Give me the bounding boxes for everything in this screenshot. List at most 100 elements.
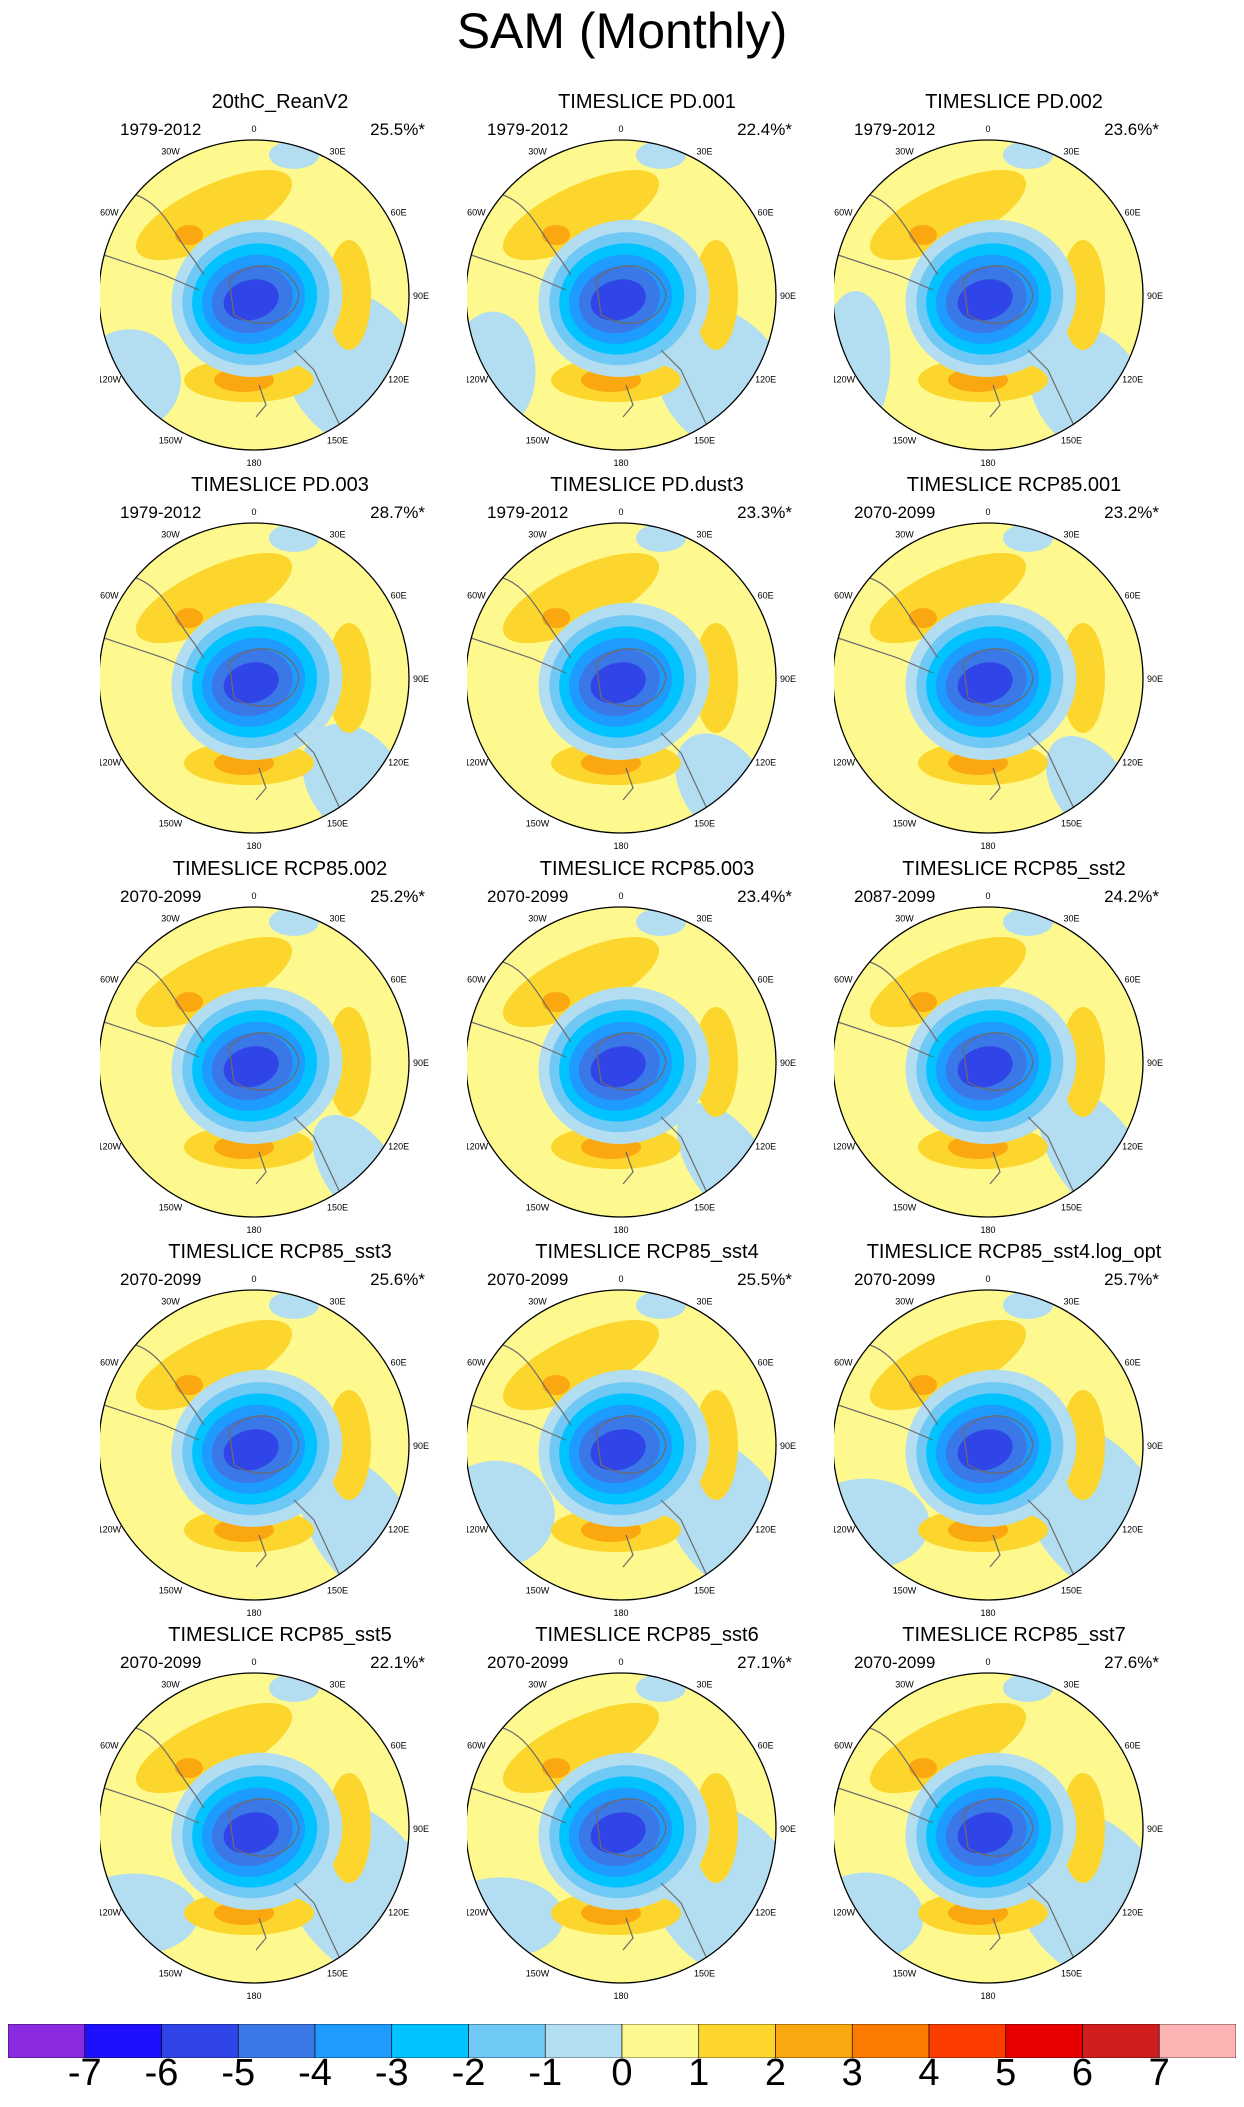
polar-map: 030E60E90E120E150E180150W120W90W60W30W [467, 507, 796, 851]
panel-period: 2070-2099 [854, 503, 936, 522]
longitude-label: 60E [391, 591, 407, 601]
map-panel: TIMESLICE PD.001 1979-2012 22.4%* 0 30E 60E 90… [467, 90, 827, 470]
coastline-south-america [502, 577, 572, 659]
longitude-label: 90E [413, 1824, 429, 1834]
longitude-label: 120E [755, 758, 776, 768]
polar-map: 030E60E90E120E150E180150W120W90W60W30W [834, 1274, 1163, 1618]
longitude-label: 60E [1125, 1741, 1141, 1751]
longitude-label: 180 [246, 1991, 261, 2001]
positive-band [327, 1007, 371, 1117]
longitude-label: 150W [159, 1586, 183, 1596]
panel-title: TIMESLICE PD.003 [191, 474, 369, 496]
positive-core [175, 992, 203, 1012]
map-panel: TIMESLICE PD.002 1979-2012 23.6%* 0 30E 60E 90… [834, 90, 1194, 470]
coastline-peninsula [470, 254, 567, 291]
contour-field [834, 140, 1143, 450]
contour-field [834, 1290, 1143, 1600]
longitude-label: 180 [613, 458, 628, 468]
coastline-new-zealand [989, 384, 1001, 418]
coastline-new-zealand [255, 767, 267, 801]
longitude-label: 180 [980, 1225, 995, 1235]
longitude-label: 150W [159, 819, 183, 829]
coastline-new-zealand [622, 767, 634, 801]
map-boundary-circle [834, 139, 1144, 451]
map-boundary-circle [467, 1289, 777, 1601]
panel-variance: 25.5%* [737, 1270, 792, 1289]
longitude-label: 0 [251, 1274, 256, 1284]
negative-lobe-contour [223, 1812, 279, 1854]
longitude-label: 180 [246, 1225, 261, 1235]
longitude-label: 150E [1061, 1586, 1082, 1596]
coastline-antarctica [962, 648, 1034, 707]
longitude-label: 0 [618, 891, 623, 901]
longitude-label: 30E [696, 529, 712, 539]
colorbar-swatch [1005, 2024, 1083, 2058]
positive-band [694, 1773, 738, 1883]
panel-variance: 25.6%* [370, 1270, 425, 1289]
panel-variance: 25.5%* [370, 120, 425, 139]
longitude-label: 180 [980, 458, 995, 468]
positive-band [869, 1702, 1027, 1794]
longitude-label: 150E [694, 436, 715, 446]
coastline-peninsula [470, 1404, 567, 1441]
longitude-label: 120W [467, 1525, 489, 1535]
colorbar-tick-label: 3 [841, 2052, 863, 2094]
longitude-label: 150E [694, 1969, 715, 1979]
longitude-label: 30E [696, 913, 712, 923]
positive-band [327, 240, 371, 350]
longitude-label: 60E [391, 1741, 407, 1751]
map-panel: TIMESLICE RCP85_sst6 2070-2099 27.1%* 0 30E 6… [467, 1623, 827, 2003]
longitude-label: 60E [391, 975, 407, 985]
positive-band [1061, 1390, 1105, 1500]
panel-period: 1979-2012 [120, 503, 202, 522]
positive-band [694, 1390, 738, 1500]
colorbar [8, 2024, 1236, 2058]
coastline-antarctica [228, 265, 300, 324]
map-panel: TIMESLICE RCP85_sst3 2070-2099 25.6%* 0 30E 6… [100, 1240, 460, 1620]
coastline-antarctica [595, 648, 667, 707]
coastline-south-america [135, 577, 205, 659]
negative-lobe-contour [590, 1812, 646, 1854]
contour-field [467, 523, 776, 833]
longitude-label: 180 [246, 458, 261, 468]
longitude-label: 150E [1061, 819, 1082, 829]
panel-title: TIMESLICE PD.dust3 [550, 474, 744, 496]
positive-band [694, 240, 738, 350]
colorbar-tick-label: -4 [298, 2052, 332, 2094]
longitude-label: 60W [834, 591, 853, 601]
longitude-label: 120E [1122, 1525, 1143, 1535]
polar-map: 030E60E90E120E150E180150W120W90W60W30W [834, 891, 1163, 1235]
longitude-label: 180 [613, 1608, 628, 1618]
coastline-antarctica [595, 1032, 667, 1091]
longitude-label: 30E [1063, 146, 1079, 156]
longitude-label: 0 [985, 124, 990, 134]
positive-band [502, 936, 660, 1028]
coastline-south-america [135, 1727, 205, 1809]
positive-core [909, 608, 937, 628]
positive-core [542, 992, 570, 1012]
panel-variance: 22.1%* [370, 1653, 425, 1672]
panel-title: TIMESLICE RCP85.002 [172, 858, 388, 880]
coastline-new-zealand [622, 1151, 634, 1185]
coastline-antarctica [595, 1798, 667, 1857]
positive-band [135, 1702, 293, 1794]
longitude-label: 90E [780, 291, 796, 301]
coastline-south-america [869, 1344, 939, 1426]
map-boundary-circle [834, 906, 1144, 1218]
polar-map: 030E60E90E120E150E180150W120W90W60W30W [100, 1657, 429, 2001]
coastline-south-america [502, 1344, 572, 1426]
longitude-label: 180 [246, 841, 261, 851]
colorbar-swatch [1158, 2024, 1236, 2058]
panel-period: 2070-2099 [854, 1653, 936, 1672]
colorbar-tick-label: -7 [67, 2052, 102, 2094]
panel-title: TIMESLICE RCP85.001 [906, 474, 1122, 496]
longitude-label: 60E [758, 208, 774, 218]
colorbar-tick-label: -3 [374, 2052, 409, 2094]
longitude-label: 90E [413, 1441, 429, 1451]
coastline-australia [660, 1882, 717, 1979]
map-panel: TIMESLICE RCP85_sst5 2070-2099 22.1%* 0 30E 6… [100, 1623, 460, 2003]
longitude-label: 30W [161, 529, 180, 539]
panel-title: TIMESLICE RCP85_sst7 [902, 1624, 1126, 1646]
longitude-label: 60W [834, 975, 853, 985]
coastline-antarctica [962, 1798, 1034, 1857]
